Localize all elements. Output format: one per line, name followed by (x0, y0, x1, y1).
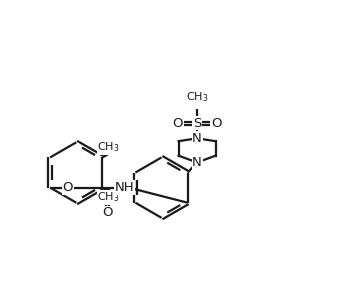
Text: N: N (192, 156, 202, 169)
Text: NH: NH (115, 181, 134, 194)
Text: O: O (62, 181, 73, 194)
Text: CH$_3$: CH$_3$ (186, 90, 208, 104)
Text: S: S (193, 117, 201, 130)
Text: O: O (211, 117, 221, 130)
Text: CH$_3$: CH$_3$ (98, 141, 120, 154)
Text: O: O (102, 206, 113, 219)
Text: CH$_3$: CH$_3$ (98, 191, 120, 204)
Text: O: O (173, 117, 183, 130)
Text: N: N (192, 132, 202, 145)
